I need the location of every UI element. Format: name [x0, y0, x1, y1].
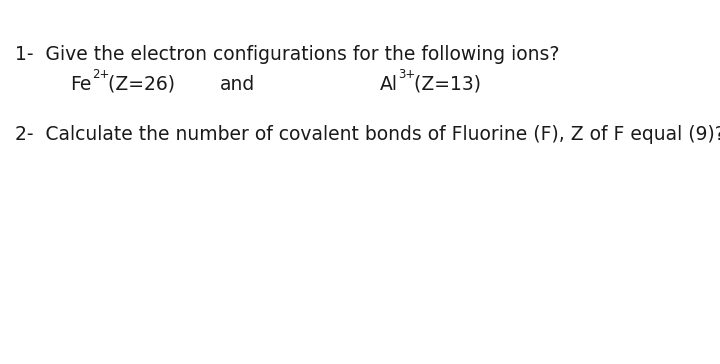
Text: 1-  Give the electron configurations for the following ions?: 1- Give the electron configurations for …: [15, 45, 559, 64]
Text: 2+: 2+: [92, 68, 109, 81]
Text: (Z=26): (Z=26): [102, 75, 175, 94]
Text: Fe: Fe: [70, 75, 91, 94]
Text: and: and: [220, 75, 256, 94]
Text: Al: Al: [380, 75, 398, 94]
Text: (Z=13): (Z=13): [408, 75, 481, 94]
Text: 2-  Calculate the number of covalent bonds of Fluorine (F), Z of F equal (9)?: 2- Calculate the number of covalent bond…: [15, 125, 720, 144]
Text: 3+: 3+: [398, 68, 415, 81]
